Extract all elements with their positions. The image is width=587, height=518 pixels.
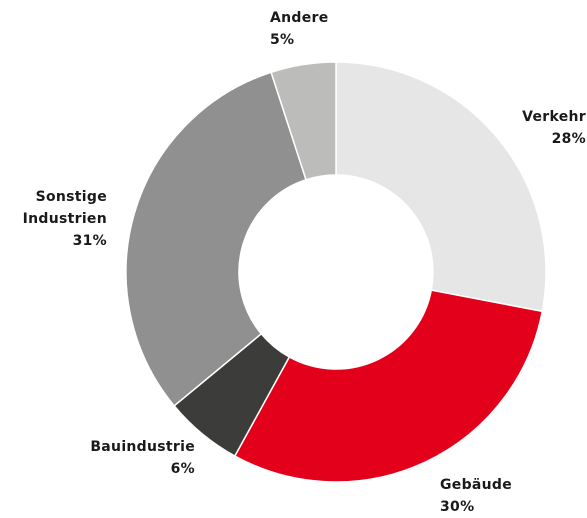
donut-slice <box>233 289 544 483</box>
slice-label: Sonstige Industrien 31% <box>17 186 107 252</box>
slice-label: Andere 5% <box>270 7 370 51</box>
value-label: 5% <box>270 32 295 48</box>
category-name: Andere <box>270 10 329 26</box>
value-label: 6% <box>170 461 195 477</box>
value-label: 28% <box>551 131 586 147</box>
value-label: 30% <box>440 499 475 515</box>
slice-label: Verkehr 28% <box>466 106 586 150</box>
donut-slice <box>125 71 307 407</box>
donut-slice <box>270 61 337 181</box>
value-label: 31% <box>72 233 107 249</box>
category-name: Verkehr <box>522 109 586 125</box>
donut-slice <box>335 61 547 313</box>
category-name: Bauindustrie <box>90 439 195 455</box>
category-name: Sonstige Industrien <box>22 189 107 227</box>
slice-label: Gebäude 30% <box>440 474 560 518</box>
category-name: Gebäude <box>440 477 513 493</box>
slice-label: Bauindustrie 6% <box>45 436 195 480</box>
